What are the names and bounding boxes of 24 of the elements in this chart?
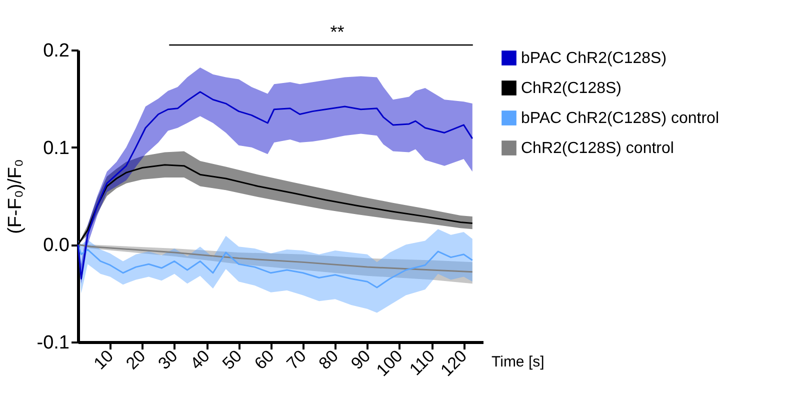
legend-label: ChR2(C128S) — [521, 80, 622, 97]
y-tick-label: 0.1 — [43, 138, 70, 159]
x-tick-label: 100 — [372, 346, 406, 380]
x-tick-label: 10 — [90, 346, 118, 374]
y-tick-label: -0.1 — [36, 332, 70, 354]
legend-label: ChR2(C128S) control — [521, 140, 674, 157]
x-tick-label: 60 — [250, 346, 278, 374]
text: ** — [330, 22, 344, 42]
line-series — [77, 244, 474, 273]
y-axis-title: (F-F₀)/F₀ — [4, 159, 26, 234]
x-tick-label: 40 — [186, 346, 214, 374]
x-tick-label: 20 — [122, 346, 150, 374]
x-tick-label: 30 — [154, 346, 182, 374]
x-tick-label: 50 — [218, 346, 246, 374]
x-tick-label: 90 — [347, 346, 374, 374]
x-axis-title: Time [s] — [492, 354, 544, 370]
y-tick-label: 0.2 — [43, 40, 70, 62]
x-tick-label: 110 — [406, 346, 438, 380]
y-tick-label: 0.0 — [43, 235, 70, 256]
x-tick-label: 120 — [437, 346, 471, 380]
legend-label: bPAC ChR2(C128S) — [521, 50, 667, 67]
legend-label: bPAC ChR2(C128S) control — [521, 110, 720, 127]
x-tick-label: 80 — [315, 346, 342, 374]
x-tick-label: 70 — [283, 346, 310, 374]
